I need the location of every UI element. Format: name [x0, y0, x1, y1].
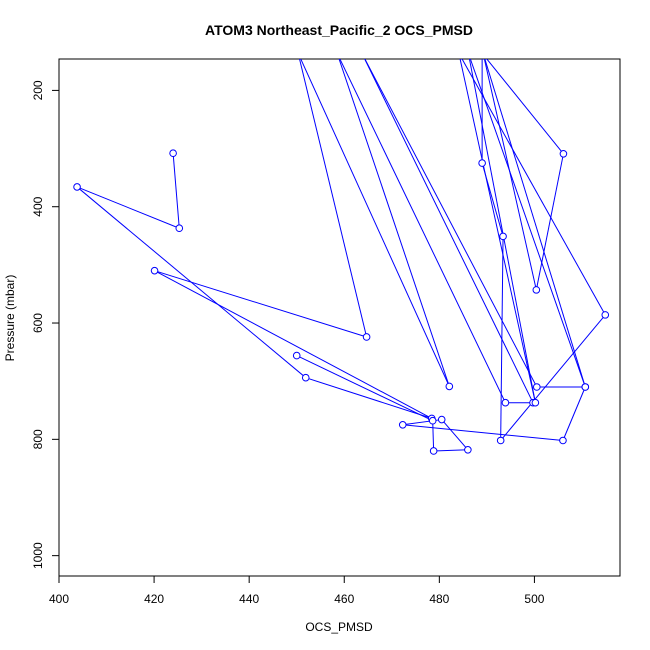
x-tick-label: 420 — [144, 592, 164, 606]
data-point — [175, 224, 184, 233]
x-tick-label: 460 — [334, 592, 354, 606]
data-point — [169, 149, 177, 158]
series-line-segment — [562, 386, 586, 441]
data-point — [601, 311, 610, 319]
data-point — [292, 351, 301, 360]
x-axis: 400 420 440 460 480 500 — [49, 575, 545, 606]
data-point — [532, 286, 541, 294]
data-point — [398, 420, 407, 429]
series-line-segment — [484, 59, 586, 388]
data-point — [150, 266, 159, 275]
data-point — [581, 383, 590, 391]
y-axis: 200 400 600 800 1000 — [31, 80, 60, 569]
data-point — [73, 183, 81, 191]
series-line-segment — [154, 270, 367, 338]
series-line-segment — [364, 59, 534, 403]
plot-frame — [58, 58, 621, 577]
series-line-segment — [461, 59, 606, 316]
series-line-segment — [364, 59, 538, 388]
series-line-segment — [338, 59, 450, 387]
y-tick-label: 800 — [31, 429, 45, 449]
data-point — [428, 416, 437, 425]
series-line-segment — [76, 186, 180, 229]
y-tick-label: 200 — [31, 80, 45, 100]
series-line-segment — [500, 314, 606, 441]
series-line-segment — [299, 59, 368, 338]
series-line-segment — [469, 59, 586, 388]
data-point — [496, 436, 505, 445]
x-axis-label: OCS_PMSD — [305, 620, 373, 634]
data-point — [429, 447, 438, 455]
series-line-segment — [433, 449, 468, 452]
series-line-segment — [305, 377, 432, 419]
data-point — [559, 436, 567, 445]
data-point — [362, 333, 371, 341]
series-line-segment — [300, 59, 450, 387]
series-line-segment — [441, 419, 469, 451]
series-line-segment — [154, 270, 432, 419]
y-tick-label: 600 — [31, 313, 45, 333]
series-line-segment — [296, 355, 433, 422]
data-point — [559, 149, 568, 158]
data-point — [301, 373, 310, 382]
plot-area — [73, 59, 610, 455]
data-point — [533, 383, 541, 391]
y-axis-label: Pressure (mbar) — [3, 275, 17, 362]
data-point — [437, 415, 446, 424]
series-line-segment — [486, 59, 564, 155]
data-point — [531, 398, 540, 407]
series-line-segment — [339, 59, 506, 403]
data-point — [501, 398, 510, 407]
series-line-segment — [459, 59, 536, 403]
x-tick-label: 400 — [49, 592, 69, 606]
x-tick-label: 440 — [239, 592, 259, 606]
x-tick-label: 500 — [524, 592, 544, 606]
series-line-segment — [535, 153, 564, 290]
series-line-segment — [468, 59, 536, 403]
series-line-segment — [500, 236, 504, 441]
x-tick-label: 480 — [429, 592, 449, 606]
series-line-segment — [402, 424, 563, 441]
y-tick-label: 1000 — [31, 542, 45, 569]
data-point — [499, 232, 507, 241]
data-point — [464, 446, 472, 454]
y-tick-label: 400 — [31, 196, 45, 216]
data-point — [478, 159, 486, 167]
series-line-segment — [172, 153, 180, 229]
series-line-segment — [432, 420, 435, 451]
data-point — [445, 382, 454, 391]
chart-title: ATOM3 Northeast_Pacific_2 OCS_PMSD — [205, 22, 473, 38]
